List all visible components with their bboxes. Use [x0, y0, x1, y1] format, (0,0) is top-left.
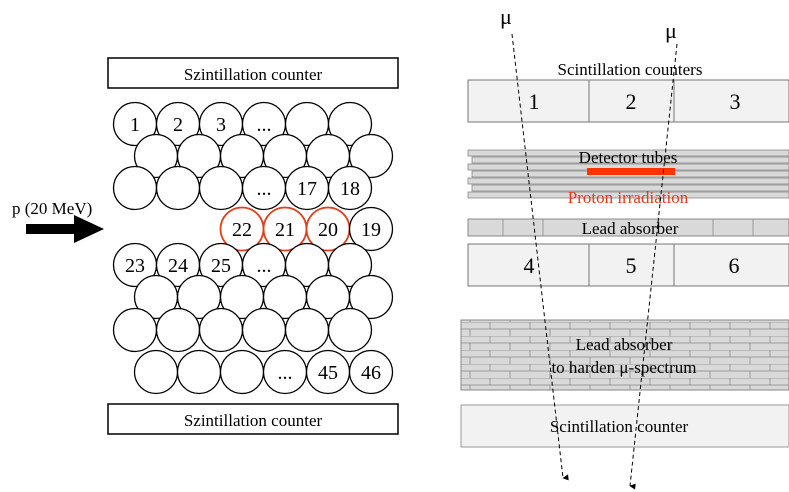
- tube-number-label: 17: [297, 178, 317, 200]
- bottom-scintillation-counter-label: Scintillation counter: [550, 417, 689, 436]
- counter-4-number: 4: [524, 253, 535, 278]
- drift-tube: [112, 165, 158, 211]
- tube-number-label: 46: [361, 362, 381, 384]
- muon-symbol-left: μ: [500, 4, 512, 29]
- top-counters-title: Scintillation counters: [558, 60, 703, 79]
- drift-tube: [348, 274, 394, 320]
- drift-tube: [219, 349, 265, 395]
- tube-number-label: 1: [130, 114, 140, 136]
- drift-tube: [133, 349, 179, 395]
- right-panel: μ μ Scintillation counters 1 2 3 Detecto…: [460, 4, 789, 490]
- tube-number-label: 3: [216, 114, 226, 136]
- drift-tube: [198, 165, 244, 211]
- detector-tube-strip: [467, 191, 789, 199]
- drift-tube: [112, 307, 158, 353]
- drift-tube: [284, 307, 330, 353]
- tube-number-label: 24: [168, 255, 188, 277]
- top-szintillation-counter-label: Szintillation counter: [184, 65, 323, 84]
- drift-tube: [327, 242, 373, 288]
- counter-2: [588, 79, 675, 123]
- proton-irradiation-bar: [587, 168, 675, 175]
- detector-tube-strip: [467, 177, 789, 185]
- counter-1-number: 1: [529, 89, 540, 114]
- lead-absorber-harden-line2: to harden μ-spectrum: [551, 358, 696, 377]
- drift-tube: [348, 133, 394, 179]
- muon-track-left: [511, 33, 569, 481]
- tube-number-label: ...: [257, 114, 272, 136]
- tube-number-label: 25: [211, 255, 231, 277]
- counter-3: [673, 79, 789, 123]
- tube-number-label: 18: [340, 178, 360, 200]
- lead-absorber-strip: [467, 218, 789, 237]
- tube-number-label: 21: [275, 219, 295, 241]
- drift-tube: [348, 206, 394, 252]
- beam-label: p (20 MeV): [12, 199, 92, 218]
- drift-tube: [241, 307, 287, 353]
- bottom-scintillation-counter: [460, 404, 789, 448]
- beam-arrow: [26, 215, 104, 243]
- drift-tube: [176, 349, 222, 395]
- counter-6-number: 6: [729, 253, 740, 278]
- lead-absorber-brick-block: [460, 319, 789, 391]
- detector-tube-strip: [467, 149, 789, 157]
- bottom-szintillation-counter-label: Szintillation counter: [184, 411, 323, 430]
- tube-number-label: ...: [257, 255, 272, 277]
- tube-number-label: 22: [232, 219, 252, 241]
- drift-tube: [198, 307, 244, 353]
- tube-number-label: ...: [278, 362, 293, 384]
- detector-tube-strip: [471, 156, 789, 164]
- drift-tube: [327, 307, 373, 353]
- detector-tube-strip: [471, 184, 789, 192]
- muon-symbol-right: μ: [665, 18, 677, 43]
- counter-1: [467, 79, 590, 123]
- tube-number-label: 45: [318, 362, 338, 384]
- counter-6: [673, 243, 789, 287]
- top-counter-row: 1 2 3: [467, 79, 789, 123]
- drift-tube: [327, 165, 373, 211]
- counter-2-number: 2: [626, 89, 637, 114]
- bottom-szintillation-counter: [107, 403, 399, 435]
- proton-irradiation-label: Proton irradiation: [568, 188, 689, 207]
- tube-number-label: 20: [318, 219, 338, 241]
- tube-number-label: 23: [125, 255, 145, 277]
- tube-number-label: 2: [173, 114, 183, 136]
- tube-number-label: 19: [361, 219, 381, 241]
- drift-tube: [348, 349, 394, 395]
- drift-tube: [155, 165, 201, 211]
- drift-tube: [327, 101, 373, 147]
- counter-4: [467, 243, 590, 287]
- tube-number-label: ...: [257, 178, 272, 200]
- counter-5-number: 5: [626, 253, 637, 278]
- top-szintillation-counter: [107, 57, 399, 89]
- counter-3-number: 3: [730, 89, 741, 114]
- middle-counter-row: 4 5 6: [467, 243, 789, 287]
- detector-tubes-label: Detector tubes: [579, 148, 678, 167]
- drift-tube: [155, 307, 201, 353]
- lead-absorber-label: Lead absorber: [582, 219, 679, 238]
- lead-absorber-harden-line1: Lead absorber: [576, 335, 673, 354]
